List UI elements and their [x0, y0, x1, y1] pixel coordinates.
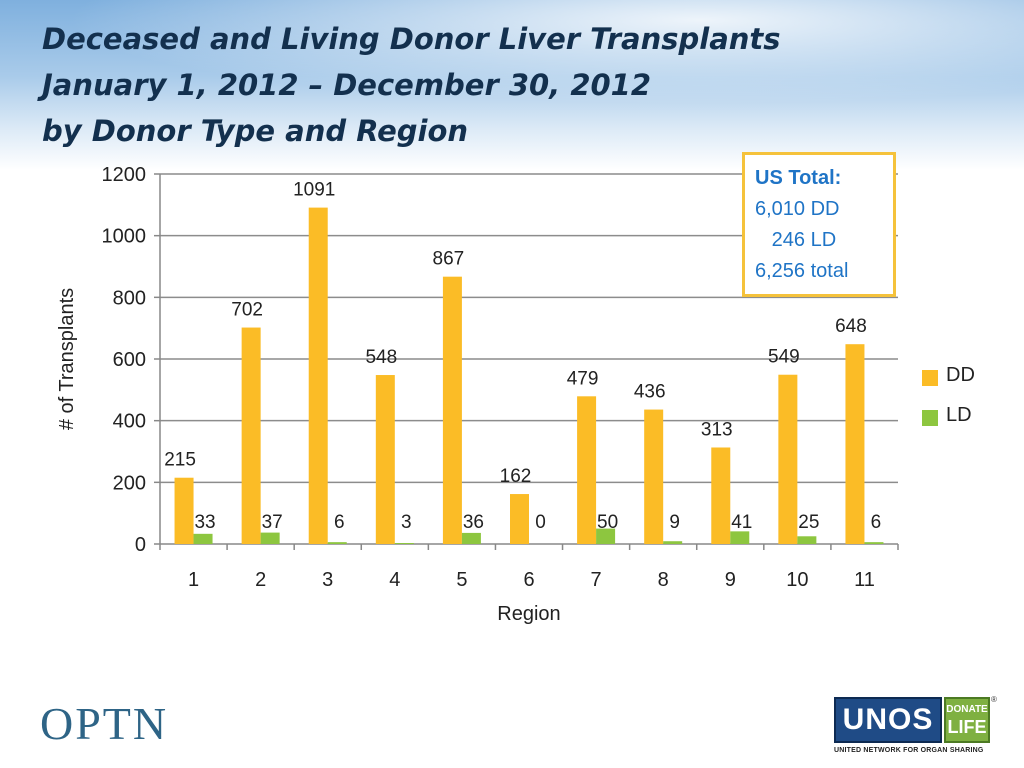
data-label-ld-region-4: 3	[401, 512, 412, 533]
x-tick-label-9: 9	[725, 569, 736, 591]
data-label-ld-region-3: 6	[334, 512, 345, 533]
us-total-all: 6,256 total	[755, 260, 849, 282]
data-label-dd-region-8: 436	[634, 382, 666, 403]
title-line-1: Deceased and Living Donor Liver Transpla…	[42, 22, 781, 56]
y-tick-label-800: 800	[113, 287, 146, 309]
bar-dd-region-4	[375, 375, 395, 544]
data-label-ld-region-8: 9	[669, 512, 680, 533]
legend-label-ld: LD	[946, 404, 972, 426]
x-tick-label-2: 2	[255, 569, 266, 591]
bar-ld-region-2	[260, 532, 280, 544]
data-label-ld-region-10: 25	[798, 512, 819, 533]
y-tick-label-200: 200	[113, 472, 146, 494]
y-tick-label-1000: 1000	[102, 226, 147, 248]
data-label-dd-region-1: 215	[164, 450, 196, 471]
donate-life-badge: DONATE LIFE	[944, 697, 990, 743]
registered-mark: ®	[991, 695, 997, 704]
y-tick-label-0: 0	[135, 534, 146, 556]
bar-ld-region-9	[730, 531, 750, 544]
legend-swatch-ld	[922, 410, 938, 426]
x-tick-label-6: 6	[523, 569, 534, 591]
data-label-dd-region-5: 867	[433, 249, 465, 270]
data-label-dd-region-3: 1091	[293, 180, 335, 201]
y-tick-label-400: 400	[113, 411, 146, 433]
optn-logo: OPTN	[40, 698, 169, 749]
title-line-2: January 1, 2012 – December 30, 2012	[42, 68, 652, 102]
x-tick-label-4: 4	[389, 569, 400, 591]
legend-swatch-dd	[922, 370, 938, 386]
data-label-dd-region-11: 648	[835, 316, 867, 337]
us-total-heading: US Total:	[755, 167, 842, 189]
data-label-dd-region-6: 162	[500, 466, 532, 487]
data-label-ld-region-5: 36	[463, 512, 484, 533]
bar-ld-region-5	[461, 532, 481, 544]
x-tick-label-8: 8	[658, 569, 669, 591]
x-tick-label-3: 3	[322, 569, 333, 591]
bar-ld-region-4	[394, 543, 414, 544]
bar-ld-region-3	[327, 542, 347, 544]
x-axis-title: Region	[497, 603, 560, 625]
bar-dd-region-10	[778, 374, 798, 544]
unos-logo: UNOS DONATE LIFE ® UNITED NETWORK FOR OR…	[834, 695, 997, 757]
bar-dd-region-1	[174, 477, 194, 544]
data-label-dd-region-9: 313	[701, 419, 733, 440]
bar-dd-region-7	[577, 396, 597, 544]
data-label-dd-region-2: 702	[231, 300, 263, 321]
bar-ld-region-1	[193, 533, 213, 544]
x-tick-label-7: 7	[591, 569, 602, 591]
data-label-dd-region-7: 479	[567, 368, 599, 389]
data-label-dd-region-10: 549	[768, 347, 800, 368]
bar-dd-region-6	[510, 494, 529, 544]
title-line-3: by Donor Type and Region	[42, 114, 469, 148]
bar-dd-region-11	[845, 344, 865, 544]
header-background	[0, 0, 1024, 170]
bar-ld-region-7	[596, 528, 616, 544]
bar-ld-region-8	[663, 541, 683, 544]
bar-ld-region-10	[797, 536, 817, 544]
data-label-ld-region-9: 41	[731, 512, 752, 533]
data-label-dd-region-4: 548	[365, 347, 397, 368]
us-total-box: US Total: 6,010 DD 246 LD 6,256 total	[742, 152, 896, 297]
y-tick-label-600: 600	[113, 349, 146, 371]
us-total-ld: 246 LD	[755, 229, 837, 251]
bar-dd-region-3	[308, 207, 328, 544]
y-axis-title: # of Transplants	[56, 288, 78, 430]
legend-label-dd: DD	[946, 364, 975, 386]
bar-dd-region-9	[711, 447, 731, 544]
data-label-ld-region-7: 50	[597, 512, 618, 533]
slide-title: Deceased and Living Donor Liver Transpla…	[42, 16, 781, 154]
x-tick-label-10: 10	[786, 569, 808, 591]
y-tick-label-1200: 1200	[102, 164, 147, 186]
x-tick-label-1: 1	[188, 569, 199, 591]
us-total-dd: 6,010 DD	[755, 198, 840, 220]
data-label-ld-region-1: 33	[194, 512, 215, 533]
unos-tagline: UNITED NETWORK FOR ORGAN SHARING	[834, 747, 984, 754]
data-label-ld-region-11: 6	[871, 512, 882, 533]
x-tick-label-11: 11	[854, 569, 875, 591]
x-tick-label-5: 5	[456, 569, 467, 591]
bar-dd-region-8	[644, 409, 664, 544]
data-label-ld-region-6: 0	[535, 512, 546, 533]
bar-ld-region-11	[864, 542, 884, 544]
bar-dd-region-2	[241, 327, 261, 544]
unos-wordmark: UNOS	[834, 697, 942, 743]
bar-dd-region-5	[442, 276, 462, 544]
life-text: LIFE	[947, 717, 987, 737]
data-label-ld-region-2: 37	[262, 512, 283, 533]
donate-text: DONATE	[946, 704, 988, 715]
